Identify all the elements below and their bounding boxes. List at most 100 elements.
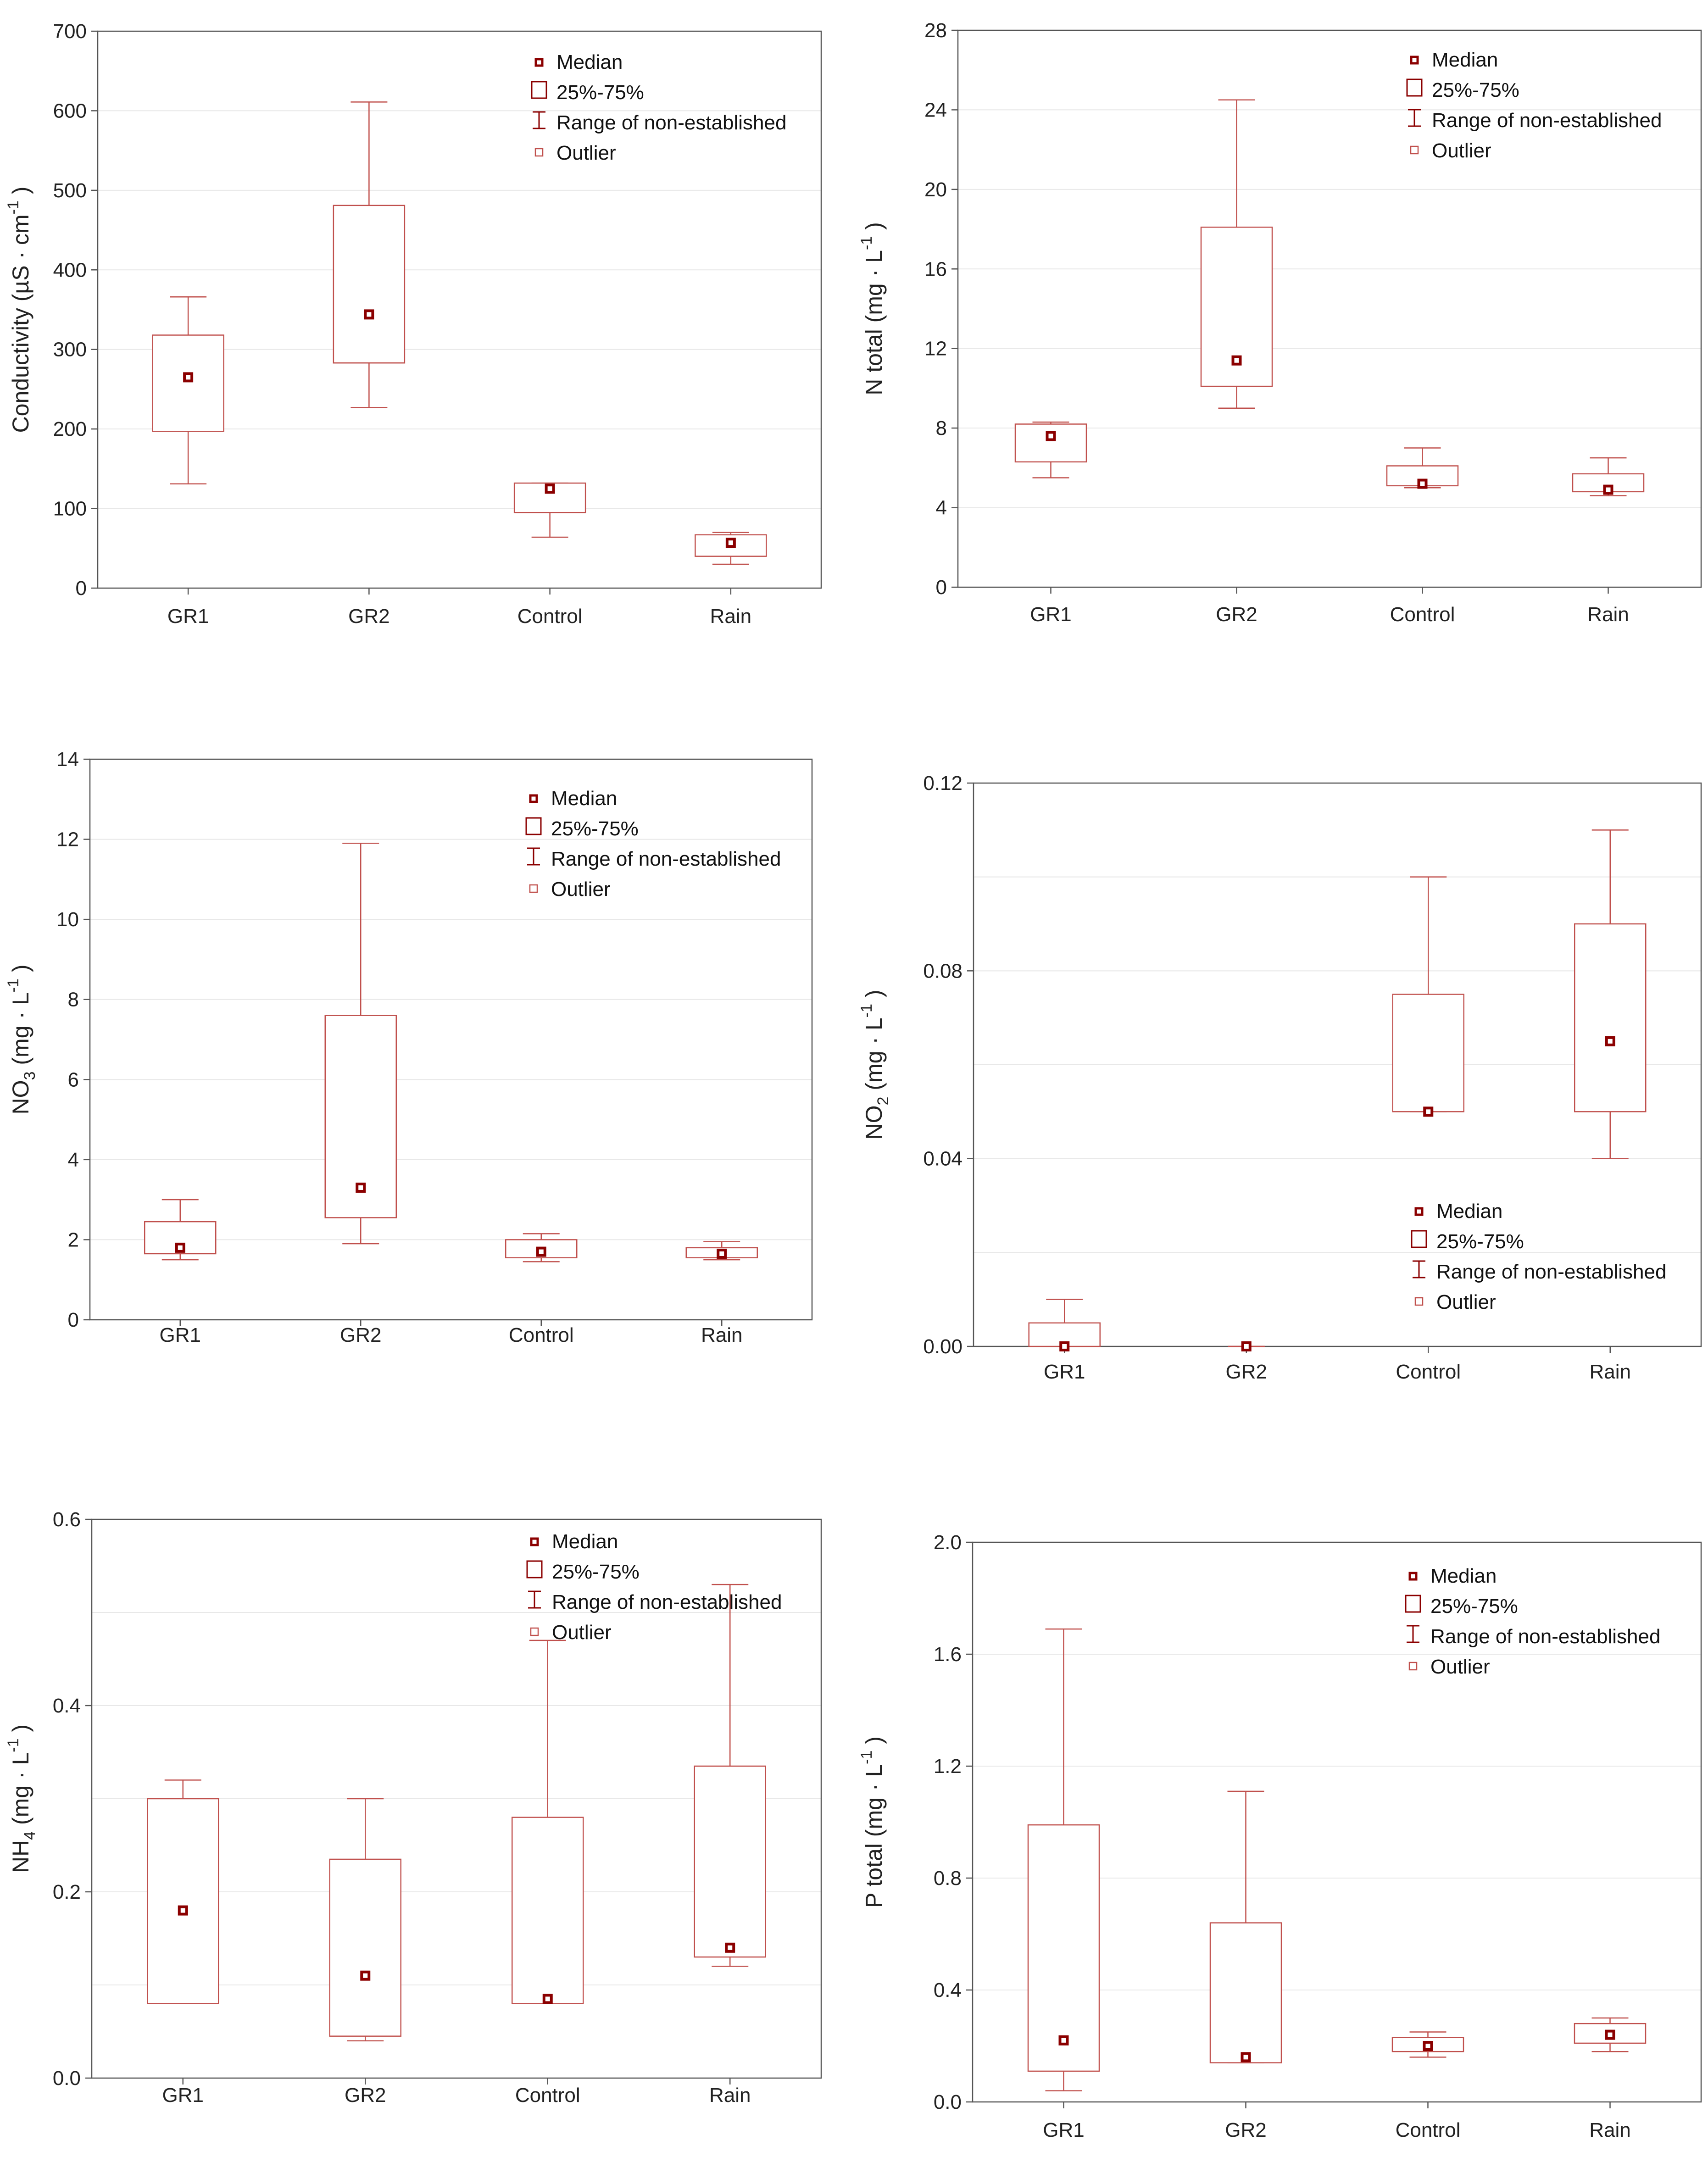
legend-label: Outlier xyxy=(556,142,616,164)
legend-label: Median xyxy=(1436,1200,1502,1223)
legend-label: Range of non-established xyxy=(552,1591,782,1613)
legend-outlier-icon xyxy=(1408,1662,1418,1671)
x-tick-label: Rain xyxy=(710,605,752,628)
median-marker xyxy=(725,1942,735,1953)
x-tick-label: GR1 xyxy=(160,1324,201,1346)
median-marker xyxy=(717,1248,727,1259)
x-tick-label: Rain xyxy=(1589,2119,1631,2141)
plot-frame xyxy=(97,30,822,589)
plot-frame xyxy=(973,782,1702,1347)
chart-svg: 0.0 0.4 0.8 1.2 1.6 2.0 GR1 GR2 Control Rain P tot… xyxy=(858,1531,1702,2141)
median-marker xyxy=(1605,1036,1615,1046)
y-axis-label: P total (mg · L-1 ) xyxy=(858,1736,887,1908)
legend-label: Median xyxy=(1432,49,1498,71)
legend: Median 25%-75% Range of non-established Out… xyxy=(531,51,786,164)
box-rain xyxy=(1574,2017,1647,2052)
legend-label: Outlier xyxy=(1432,139,1491,162)
box-control xyxy=(505,1233,578,1262)
y-tick-label: 0.8 xyxy=(934,1867,962,1890)
legend-outlier-icon xyxy=(530,1627,539,1636)
legend-median-icon xyxy=(529,794,538,803)
legend-label: Median xyxy=(552,1530,618,1553)
box-control xyxy=(1392,876,1464,1117)
chart-svg: 0.0 0.2 0.4 0.6 GR1 GR2 Control Rain NH4 (mg · L… xyxy=(5,1508,822,2107)
iqr-box xyxy=(329,1858,401,2037)
chart-svg: 0 100 200 300 400 500 600 700 GR1 GR2 Control Rain C… xyxy=(5,20,822,628)
x-tick-label: GR1 xyxy=(1030,603,1071,626)
box-gr1 xyxy=(152,296,224,485)
legend: Median 25%-75% Range of non-established Out… xyxy=(526,1530,782,1644)
median-marker xyxy=(175,1242,185,1253)
median-marker xyxy=(1241,2052,1251,2062)
iqr-box xyxy=(152,334,224,432)
median-marker xyxy=(178,1905,188,1916)
legend-median-icon xyxy=(1408,1572,1418,1581)
legend: Median 25%-75% Range of non-established Out… xyxy=(1406,49,1662,162)
box-control xyxy=(1391,2031,1464,2058)
x-tick-label: Control xyxy=(1396,1361,1461,1383)
box-gr2 xyxy=(333,101,406,408)
legend-range-icon xyxy=(527,847,540,866)
legend: Median 25%-75% Range of non-established Out… xyxy=(1405,1565,1660,1678)
box-control xyxy=(1386,447,1459,489)
y-tick-label: 0.08 xyxy=(923,960,962,982)
y-tick-label: 12 xyxy=(56,828,79,851)
median-marker xyxy=(1241,1341,1252,1351)
legend-median-icon xyxy=(534,58,544,67)
x-tick-label: GR2 xyxy=(345,2084,386,2107)
y-tick-label: 14 xyxy=(56,748,79,771)
median-marker xyxy=(545,484,555,494)
x-tick-label: GR1 xyxy=(167,605,209,628)
median-marker xyxy=(1423,1106,1434,1117)
y-tick-label: 8 xyxy=(936,417,947,439)
x-tick-label: GR2 xyxy=(1225,2119,1266,2141)
median-marker xyxy=(1605,2029,1615,2040)
legend-label: Median xyxy=(556,51,623,73)
median-marker xyxy=(1058,2035,1069,2046)
legend-range-icon xyxy=(528,1590,541,1609)
legend-label: Range of non-established xyxy=(1432,109,1662,132)
y-tick-label: 700 xyxy=(53,20,87,43)
box-gr1 xyxy=(1027,1628,1100,2091)
iqr-box xyxy=(512,1817,584,2004)
legend-label: Range of non-established xyxy=(1430,1625,1660,1648)
y-tick-label: 0.00 xyxy=(923,1335,962,1358)
legend-label: 25%-75% xyxy=(1432,79,1519,101)
x-tick-label: Rain xyxy=(1590,1361,1631,1383)
chart-svg: 0 2 4 6 8 10 12 14 GR1 GR2 Control Rain NO3 (mg · L-… xyxy=(5,748,813,1346)
median-marker xyxy=(360,1970,371,1981)
plot-frame xyxy=(957,29,1702,588)
y-tick-label: 20 xyxy=(924,178,947,201)
y-axis-label: NO3 (mg · L-1 ) xyxy=(5,965,39,1115)
median-marker xyxy=(364,309,374,320)
box-rain xyxy=(685,1241,758,1261)
legend-box-icon xyxy=(1411,1230,1427,1248)
box-gr1 xyxy=(1028,1299,1101,1351)
iqr-box xyxy=(694,1765,766,1958)
legend-outlier-icon xyxy=(1410,145,1419,155)
y-tick-label: 2 xyxy=(68,1228,79,1251)
x-tick-label: Rain xyxy=(709,2084,751,2107)
y-axis-label: Conductivity (µS · cm-1 ) xyxy=(5,187,33,433)
legend: Median 25%-75% Range of non-established Out… xyxy=(525,787,781,901)
legend-median-icon xyxy=(530,1537,539,1546)
y-tick-label: 400 xyxy=(53,259,87,281)
y-tick-label: 12 xyxy=(924,338,947,360)
legend-median-icon xyxy=(1414,1207,1424,1216)
legend-label: 25%-75% xyxy=(556,81,644,104)
y-tick-label: 0.2 xyxy=(53,1881,81,1903)
box-gr1 xyxy=(144,1199,217,1261)
x-tick-label: GR2 xyxy=(1226,1361,1267,1383)
y-tick-label: 0.0 xyxy=(934,2091,962,2113)
box-gr2 xyxy=(1209,1790,1282,2063)
y-tick-label: 16 xyxy=(924,258,947,280)
x-tick-label: GR2 xyxy=(1216,603,1257,626)
x-tick-label: Rain xyxy=(1587,603,1629,626)
y-axis-label: NH4 (mg · L-1 ) xyxy=(5,1724,39,1873)
box-rain xyxy=(694,1584,766,1967)
legend-box-icon xyxy=(526,1560,543,1579)
median-marker xyxy=(1423,2041,1433,2051)
y-tick-label: 0.12 xyxy=(923,772,962,795)
x-tick-label: GR1 xyxy=(1044,1361,1085,1383)
